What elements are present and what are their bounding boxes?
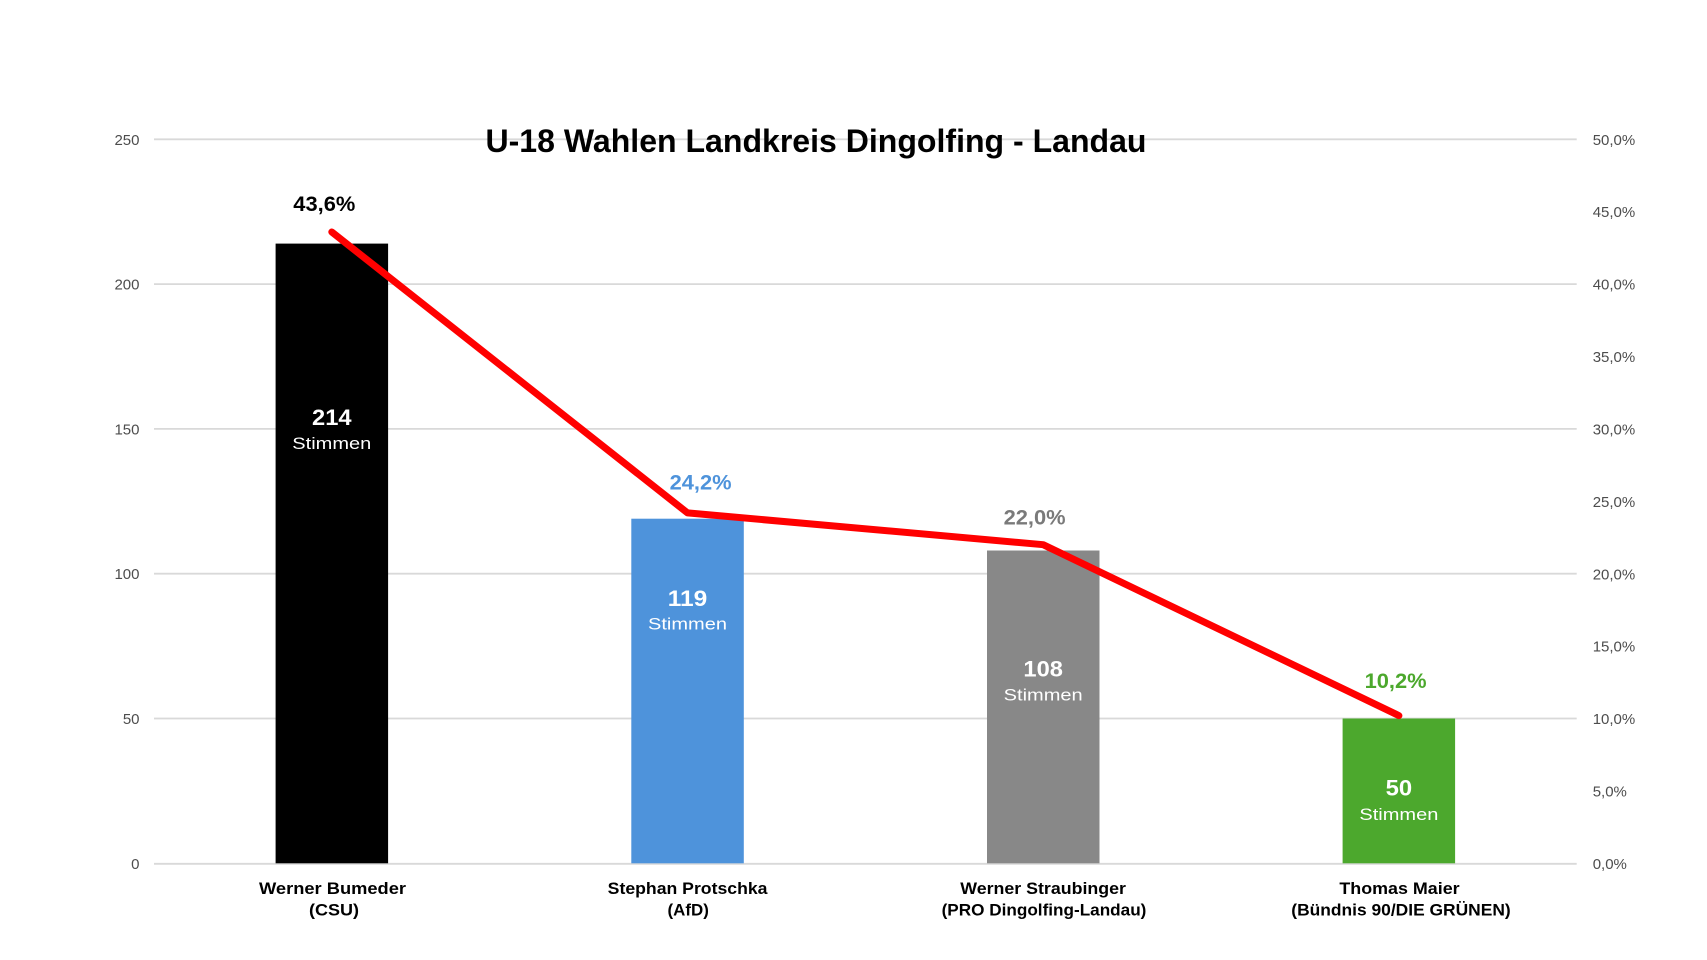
svg-text:25,0%: 25,0% — [1593, 494, 1636, 511]
svg-text:Stimmen: Stimmen — [1359, 805, 1438, 824]
svg-text:0: 0 — [131, 856, 139, 873]
svg-text:50,0%: 50,0% — [1593, 132, 1636, 149]
svg-text:200: 200 — [114, 277, 139, 294]
svg-text:24,2%: 24,2% — [670, 472, 732, 495]
svg-text:214: 214 — [312, 405, 352, 430]
svg-text:30,0%: 30,0% — [1593, 421, 1636, 438]
svg-text:35,0%: 35,0% — [1593, 349, 1636, 366]
svg-text:20,0%: 20,0% — [1593, 566, 1636, 583]
svg-text:Stimmen: Stimmen — [1004, 685, 1083, 704]
svg-text:150: 150 — [114, 421, 139, 438]
svg-text:119: 119 — [668, 586, 708, 611]
svg-text:Stimmen: Stimmen — [648, 615, 727, 634]
svg-text:22,0%: 22,0% — [1004, 506, 1066, 529]
svg-text:100: 100 — [114, 566, 139, 583]
svg-text:50: 50 — [123, 711, 140, 728]
svg-text:(PRO Dingolfing-Landau): (PRO Dingolfing-Landau) — [942, 901, 1147, 920]
svg-text:10,2%: 10,2% — [1365, 670, 1427, 693]
svg-text:Werner Bumeder: Werner Bumeder — [259, 879, 406, 898]
svg-text:15,0%: 15,0% — [1593, 639, 1636, 656]
svg-text:Stimmen: Stimmen — [292, 434, 371, 453]
svg-text:Werner Straubinger: Werner Straubinger — [960, 879, 1126, 898]
svg-text:(CSU): (CSU) — [309, 901, 359, 920]
svg-text:45,0%: 45,0% — [1593, 204, 1636, 221]
svg-text:U-18 Wahlen Landkreis Dingolfi: U-18 Wahlen Landkreis Dingolfing - Landa… — [486, 123, 1147, 159]
svg-text:Stephan Protschka: Stephan Protschka — [608, 879, 768, 898]
svg-text:Thomas Maier: Thomas Maier — [1339, 879, 1460, 898]
svg-text:0,0%: 0,0% — [1593, 856, 1627, 873]
svg-text:(AfD): (AfD) — [668, 901, 709, 920]
svg-text:108: 108 — [1023, 656, 1063, 681]
svg-text:(Bündnis 90/DIE GRÜNEN): (Bündnis 90/DIE GRÜNEN) — [1291, 901, 1510, 920]
svg-text:250: 250 — [114, 132, 139, 149]
svg-text:10,0%: 10,0% — [1593, 711, 1636, 728]
svg-text:50: 50 — [1386, 776, 1413, 801]
svg-text:5,0%: 5,0% — [1593, 783, 1627, 800]
svg-text:43,6%: 43,6% — [293, 193, 355, 216]
svg-text:40,0%: 40,0% — [1593, 277, 1636, 294]
